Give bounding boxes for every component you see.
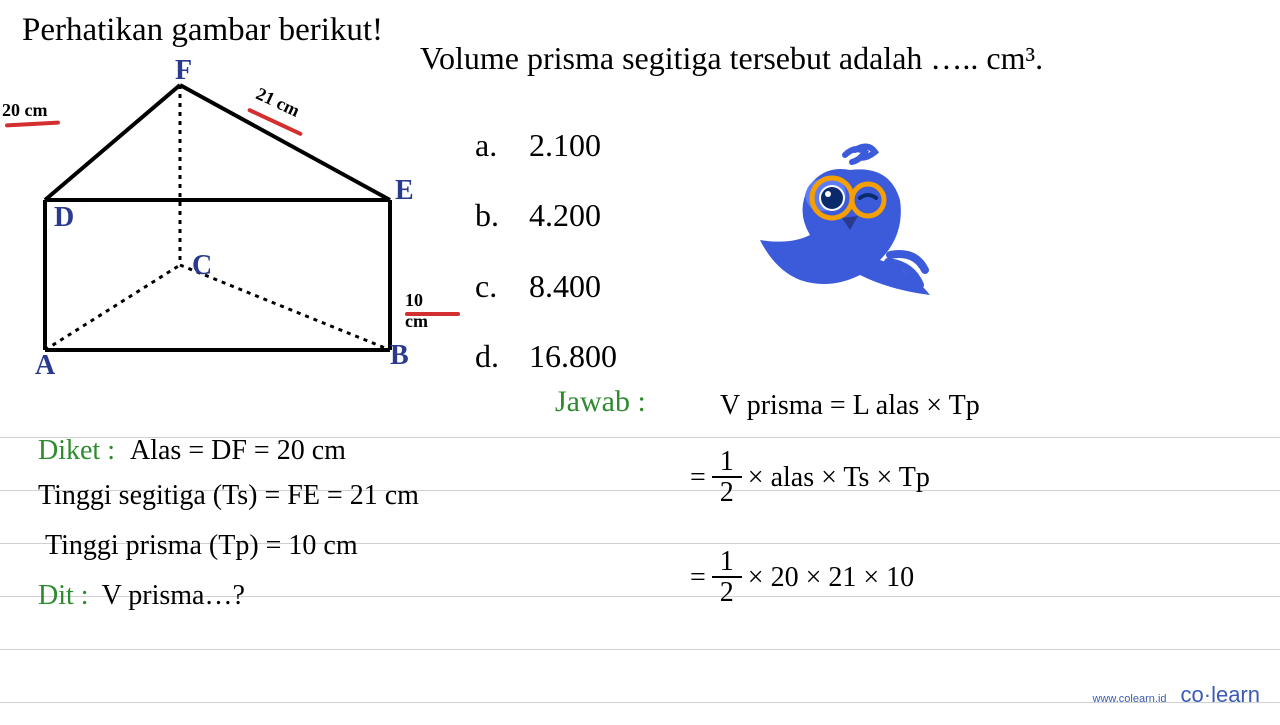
dit-row: Dit : V prisma…? bbox=[38, 580, 245, 612]
eq3-den: 2 bbox=[712, 578, 742, 609]
option-b-value: 4.200 bbox=[529, 180, 601, 250]
vertex-f: F bbox=[175, 55, 192, 87]
option-d-value: 16.800 bbox=[529, 321, 617, 391]
eq3-frac: 1 2 bbox=[712, 548, 742, 609]
option-c-value: 8.400 bbox=[529, 251, 601, 321]
jawab-label: Jawab : bbox=[555, 385, 646, 419]
diket-row: Diket : Alas = DF = 20 cm bbox=[38, 435, 346, 467]
eq1: V prisma = L alas × Tp bbox=[720, 390, 980, 422]
mascot-svg bbox=[760, 140, 940, 310]
mascot-bird bbox=[760, 140, 940, 310]
prism-diagram: F D E C A B 20 cm 21 cm 10 cm bbox=[20, 50, 420, 380]
underline-eb bbox=[405, 312, 460, 316]
vertex-d: D bbox=[54, 202, 74, 234]
vertex-c: C bbox=[192, 250, 212, 282]
work-line2: Tinggi segitiga (Ts) = FE = 21 cm bbox=[38, 480, 419, 512]
option-c-letter: c. bbox=[475, 251, 505, 321]
option-c: c. 8.400 bbox=[475, 251, 617, 321]
option-a-value: 2.100 bbox=[529, 110, 601, 180]
eq2-den: 2 bbox=[712, 478, 742, 509]
eq3-pre: = bbox=[690, 562, 706, 594]
eq3: = 1 2 × 20 × 21 × 10 bbox=[690, 548, 914, 609]
eq3-post: × 20 × 21 × 10 bbox=[748, 562, 914, 594]
footer: www.colearn.id co·learn bbox=[1093, 682, 1260, 708]
instruction-title: Perhatikan gambar berikut! bbox=[22, 12, 383, 49]
eq2-frac: 1 2 bbox=[712, 448, 742, 509]
vertex-b: B bbox=[390, 340, 409, 372]
dim-eb: 10 cm bbox=[405, 290, 428, 332]
work-line3: Tinggi prisma (Tp) = 10 cm bbox=[45, 530, 358, 562]
diket-label: Diket : bbox=[38, 435, 115, 466]
eq3-num: 1 bbox=[712, 548, 742, 578]
eq2-post: × alas × Ts × Tp bbox=[748, 462, 930, 494]
vertex-a: A bbox=[35, 350, 55, 382]
dim-df: 20 cm bbox=[2, 100, 47, 121]
eq2: = 1 2 × alas × Ts × Tp bbox=[690, 448, 930, 509]
option-b: b. 4.200 bbox=[475, 180, 617, 250]
eq2-pre: = bbox=[690, 462, 706, 494]
options-list: a. 2.100 b. 4.200 c. 8.400 d. 16.800 bbox=[475, 110, 617, 392]
option-d: d. 16.800 bbox=[475, 321, 617, 391]
option-a-letter: a. bbox=[475, 110, 505, 180]
vertex-e: E bbox=[395, 175, 414, 207]
option-d-letter: d. bbox=[475, 321, 505, 391]
question-text: Volume prisma segitiga tersebut adalah …… bbox=[420, 40, 1043, 77]
dit-text: V prisma…? bbox=[102, 580, 245, 611]
footer-logo: co·learn bbox=[1181, 682, 1260, 708]
eq2-num: 1 bbox=[712, 448, 742, 478]
diket-line1: Alas = DF = 20 cm bbox=[130, 435, 346, 466]
option-a: a. 2.100 bbox=[475, 110, 617, 180]
option-b-letter: b. bbox=[475, 180, 505, 250]
prism-svg bbox=[20, 50, 420, 380]
dit-label: Dit : bbox=[38, 580, 89, 611]
footer-url: www.colearn.id bbox=[1093, 693, 1167, 705]
